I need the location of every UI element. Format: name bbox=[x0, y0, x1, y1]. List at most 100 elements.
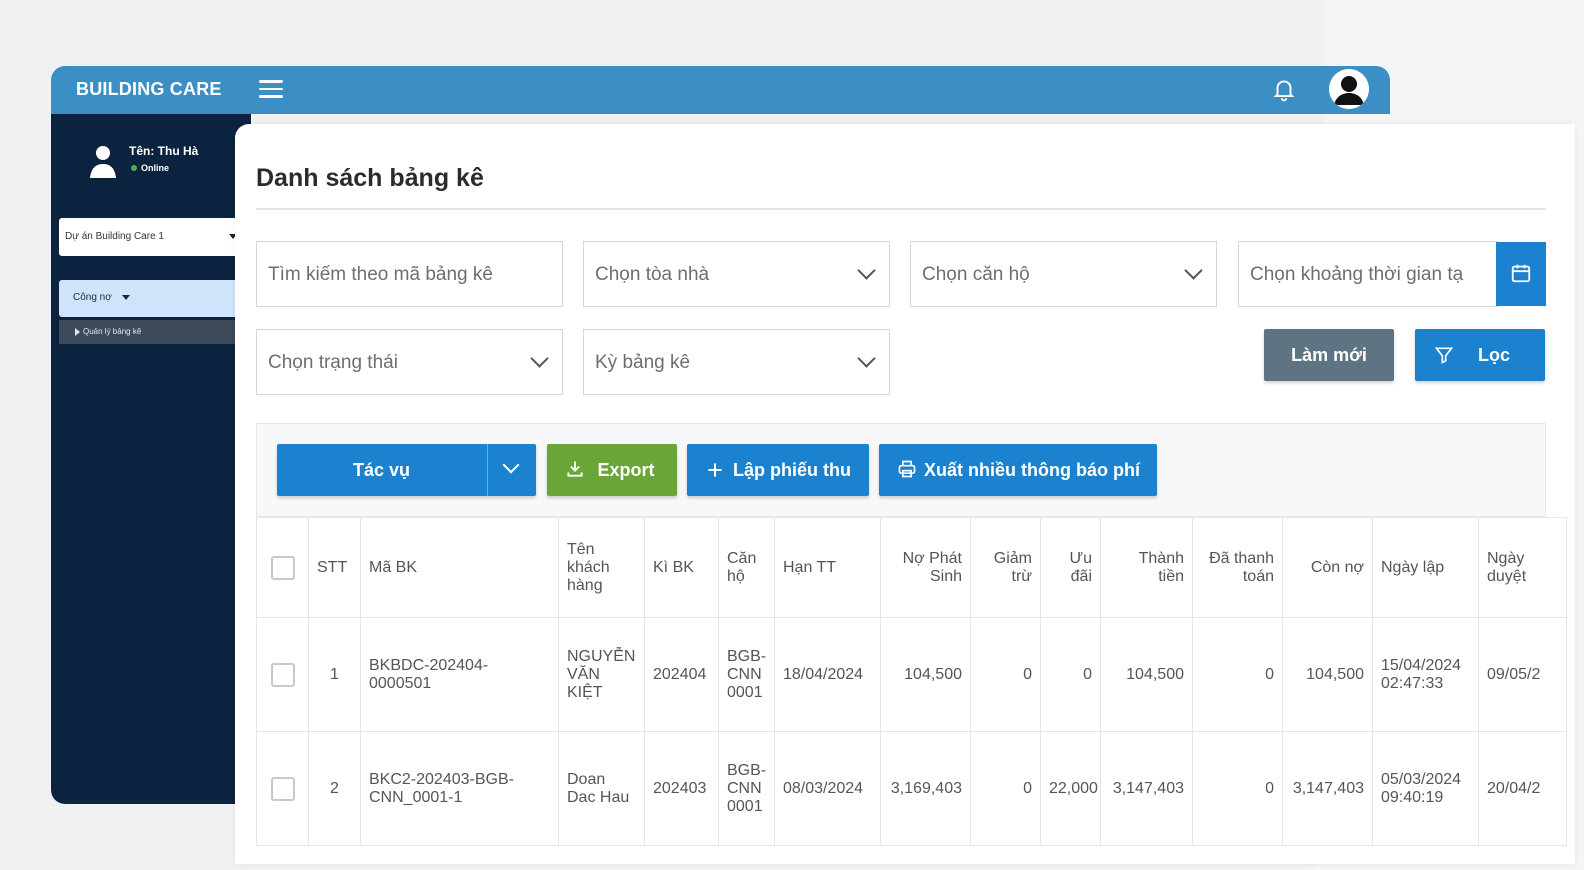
filter-icon bbox=[1434, 347, 1454, 364]
cell-remaining: 3,147,403 bbox=[1282, 731, 1373, 846]
export-fee-notices-button[interactable]: Xuất nhiều thông báo phí bbox=[879, 444, 1157, 496]
cell-apartment: BGB-CNN 0001 bbox=[718, 617, 775, 732]
date-range-input[interactable]: Chọn khoảng thời gian tạ bbox=[1238, 241, 1498, 307]
user-status: Online bbox=[131, 163, 169, 173]
page-title: Danh sách bảng kê bbox=[256, 164, 484, 192]
cell-incurred: 104,500 bbox=[880, 617, 971, 732]
top-bar: BUILDING CARE bbox=[51, 66, 1390, 114]
user-name: Tên: Thu Hà bbox=[129, 144, 199, 158]
select-all-cell bbox=[256, 517, 309, 618]
cell-remaining: 104,500 bbox=[1282, 617, 1373, 732]
avatar[interactable] bbox=[1329, 69, 1369, 109]
sidebar-subitem-label: Quản lý bảng kê bbox=[83, 327, 142, 336]
reset-button[interactable]: Làm mới bbox=[1264, 329, 1394, 381]
divider bbox=[487, 444, 488, 496]
column-header: Ngày duyệt bbox=[1478, 517, 1567, 618]
chevron-down-icon bbox=[530, 349, 549, 368]
column-header: Nợ Phát Sinh bbox=[880, 517, 971, 618]
user-status-text: Online bbox=[141, 163, 170, 173]
cell-discount: 0 bbox=[1040, 617, 1101, 732]
cell-approved-date: 09/05/2 bbox=[1478, 617, 1567, 732]
period-select-label: Kỳ bảng kê bbox=[595, 352, 691, 373]
menu-toggle-icon[interactable] bbox=[259, 80, 283, 98]
cell-ma-bk: BKBDC-202404-0000501 bbox=[360, 617, 559, 732]
caret-right-icon bbox=[75, 328, 80, 336]
sidebar-item-cong-no[interactable]: Công nợ bbox=[59, 280, 243, 317]
building-select[interactable]: Chọn tòa nhà bbox=[583, 241, 890, 307]
column-header: Ngày lập bbox=[1372, 517, 1479, 618]
chevron-down-icon bbox=[857, 261, 876, 280]
filter-button-label: Lọc bbox=[1477, 345, 1510, 365]
cell-incurred: 3,169,403 bbox=[880, 731, 971, 846]
export-label: Export bbox=[597, 460, 655, 480]
building-select-label: Chọn tòa nhà bbox=[595, 264, 710, 285]
plus-icon bbox=[708, 463, 722, 477]
cell-discount: 22,000 bbox=[1040, 731, 1101, 846]
create-receipt-button[interactable]: Lập phiếu thu bbox=[687, 444, 869, 496]
cell-due-date: 08/03/2024 bbox=[774, 731, 881, 846]
export-button[interactable]: Export bbox=[547, 444, 677, 496]
statements-table: STT Mã BK Tên khách hàng Kì BK Căn hộ Hạ… bbox=[256, 517, 1567, 846]
cell-deduction: 0 bbox=[970, 731, 1041, 846]
sidebar-item-label: Công nợ bbox=[73, 292, 112, 303]
bell-icon[interactable] bbox=[1271, 76, 1297, 102]
row-checkbox[interactable] bbox=[271, 776, 295, 801]
cell-ki-bk: 202404 bbox=[644, 617, 719, 732]
main-panel: Danh sách bảng kê Tìm kiếm theo mã bảng … bbox=[235, 124, 1575, 864]
calendar-button[interactable] bbox=[1496, 242, 1546, 306]
row-select-cell bbox=[256, 617, 309, 732]
create-receipt-label: Lập phiếu thu bbox=[733, 460, 851, 480]
reset-button-label: Làm mới bbox=[1291, 345, 1367, 365]
column-header: Hạn TT bbox=[774, 517, 881, 618]
chevron-down-icon bbox=[1184, 261, 1203, 280]
cell-deduction: 0 bbox=[970, 617, 1041, 732]
period-select[interactable]: Kỳ bảng kê bbox=[583, 329, 890, 395]
download-icon bbox=[567, 461, 583, 477]
sidebar: Tên: Thu Hà Online Dự án Building Care 1… bbox=[51, 114, 251, 804]
export-fee-notices-label: Xuất nhiều thông báo phí bbox=[924, 460, 1140, 480]
column-header: Kì BK bbox=[644, 517, 719, 618]
column-header: Tên khách hàng bbox=[558, 517, 645, 618]
table-header-row: STT Mã BK Tên khách hàng Kì BK Căn hộ Hạ… bbox=[256, 517, 1567, 618]
printer-icon bbox=[898, 460, 916, 478]
status-dot-icon bbox=[131, 165, 137, 171]
table-row[interactable]: 1 BKBDC-202404-0000501 NGUYỄN VĂN KIỆT 2… bbox=[256, 617, 1567, 732]
date-range-placeholder: Chọn khoảng thời gian tạ bbox=[1250, 264, 1464, 285]
column-header: Còn nợ bbox=[1282, 517, 1373, 618]
status-select-label: Chọn trạng thái bbox=[268, 352, 398, 373]
cell-total: 3,147,403 bbox=[1100, 731, 1193, 846]
cell-created-date: 05/03/2024 09:40:19 bbox=[1372, 731, 1479, 846]
chevron-down-icon bbox=[857, 349, 876, 368]
status-select[interactable]: Chọn trạng thái bbox=[256, 329, 563, 395]
project-select[interactable]: Dự án Building Care 1 bbox=[59, 218, 243, 256]
chevron-down-icon bbox=[502, 456, 520, 474]
cell-customer: NGUYỄN VĂN KIỆT bbox=[558, 617, 645, 732]
table-row[interactable]: 2 BKC2-202403-BGB-CNN_0001-1 Doan Dac Ha… bbox=[256, 731, 1567, 846]
sidebar-subitem-quan-ly-bang-ke[interactable]: Quản lý bảng kê bbox=[59, 320, 243, 344]
actions-dropdown[interactable]: Tác vụ bbox=[277, 444, 536, 496]
app-window: BUILDING CARE Tên: Thu Hà Online Dự án B… bbox=[51, 66, 1390, 804]
filter-button[interactable]: Lọc bbox=[1415, 329, 1545, 381]
row-checkbox[interactable] bbox=[271, 662, 295, 687]
column-header: Ưu đãi bbox=[1040, 517, 1101, 618]
actions-label: Tác vụ bbox=[353, 460, 411, 480]
caret-down-icon bbox=[229, 234, 237, 239]
cell-stt: 2 bbox=[308, 731, 361, 846]
column-header: Căn hộ bbox=[718, 517, 775, 618]
search-input-placeholder: Tìm kiếm theo mã bảng kê bbox=[268, 264, 493, 285]
select-all-checkbox[interactable] bbox=[271, 555, 295, 580]
cell-due-date: 18/04/2024 bbox=[774, 617, 881, 732]
column-header: Thành tiền bbox=[1100, 517, 1193, 618]
apartment-select[interactable]: Chọn căn hộ bbox=[910, 241, 1217, 307]
user-panel: Tên: Thu Hà Online bbox=[89, 142, 249, 182]
user-icon bbox=[90, 146, 116, 178]
search-input[interactable]: Tìm kiếm theo mã bảng kê bbox=[256, 241, 563, 307]
project-select-label: Dự án Building Care 1 bbox=[65, 231, 164, 242]
brand-logo: BUILDING CARE bbox=[76, 79, 222, 99]
column-header: STT bbox=[308, 517, 361, 618]
column-header: Mã BK bbox=[360, 517, 559, 618]
cell-created-date: 15/04/2024 02:47:33 bbox=[1372, 617, 1479, 732]
cell-paid: 0 bbox=[1192, 617, 1283, 732]
cell-apartment: BGB-CNN 0001 bbox=[718, 731, 775, 846]
cell-customer: Doan Dac Hau bbox=[558, 731, 645, 846]
